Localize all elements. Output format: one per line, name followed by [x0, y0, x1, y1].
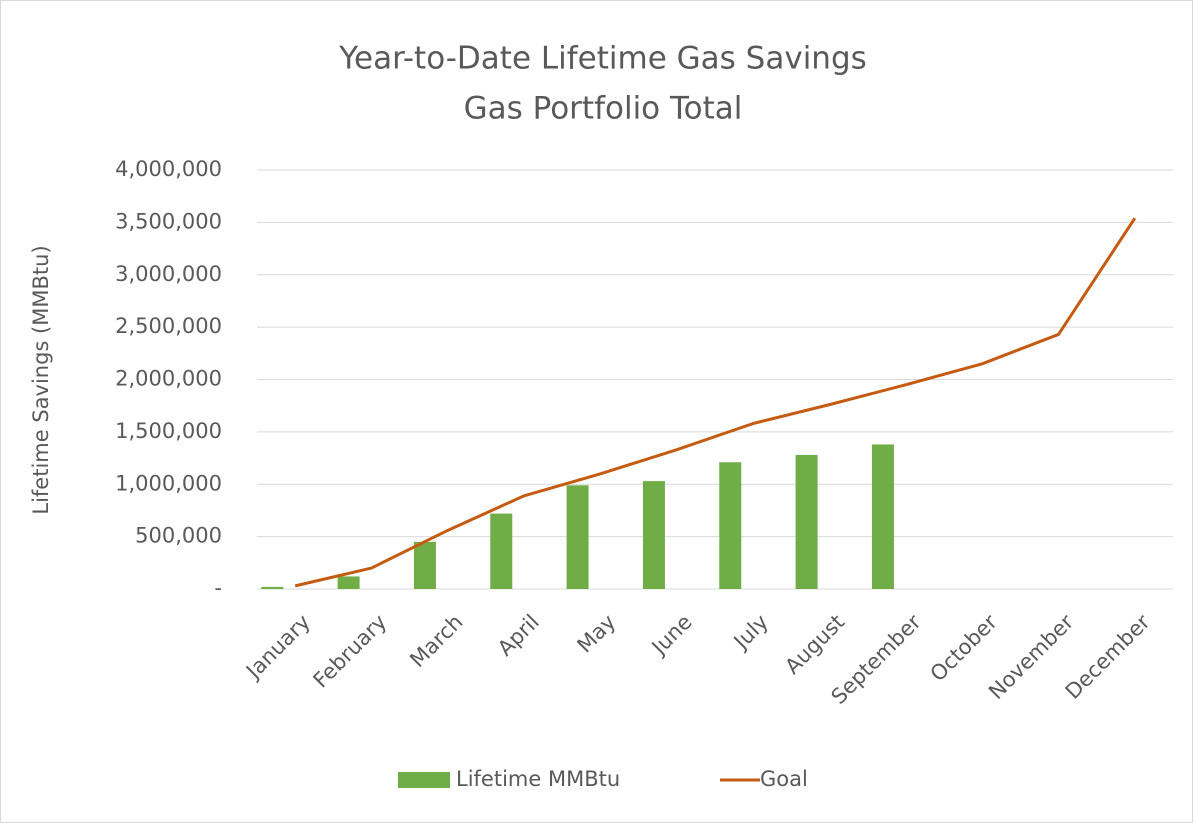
y-axis-label: Lifetime Savings (MMBtu): [29, 245, 53, 514]
legend-label: Lifetime MMBtu: [456, 767, 620, 791]
chart-title: Year-to-Date Lifetime Gas Savings: [338, 41, 867, 77]
bar: [337, 576, 360, 589]
legend-swatch: [398, 772, 450, 788]
y-tick-label: 1,000,000: [115, 471, 222, 495]
bar: [490, 513, 513, 589]
line: [294, 217, 1137, 588]
y-tick-label: -: [214, 576, 222, 600]
bar: [261, 586, 284, 589]
legend-label: Goal: [760, 767, 808, 791]
y-tick-label: 3,000,000: [115, 262, 222, 286]
bar: [871, 444, 894, 589]
bar: [719, 462, 742, 589]
y-tick-label: 2,500,000: [115, 314, 222, 338]
y-tick-label: 3,500,000: [115, 209, 222, 233]
bar: [413, 541, 436, 589]
bar: [795, 454, 818, 589]
bar: [566, 485, 589, 589]
y-tick-label: 1,500,000: [115, 419, 222, 443]
chart-subtitle: Gas Portfolio Total: [464, 91, 743, 127]
y-tick-label: 2,000,000: [115, 367, 222, 391]
bar: [642, 481, 665, 589]
y-tick-label: 4,000,000: [115, 157, 222, 181]
y-tick-label: 500,000: [135, 524, 222, 548]
